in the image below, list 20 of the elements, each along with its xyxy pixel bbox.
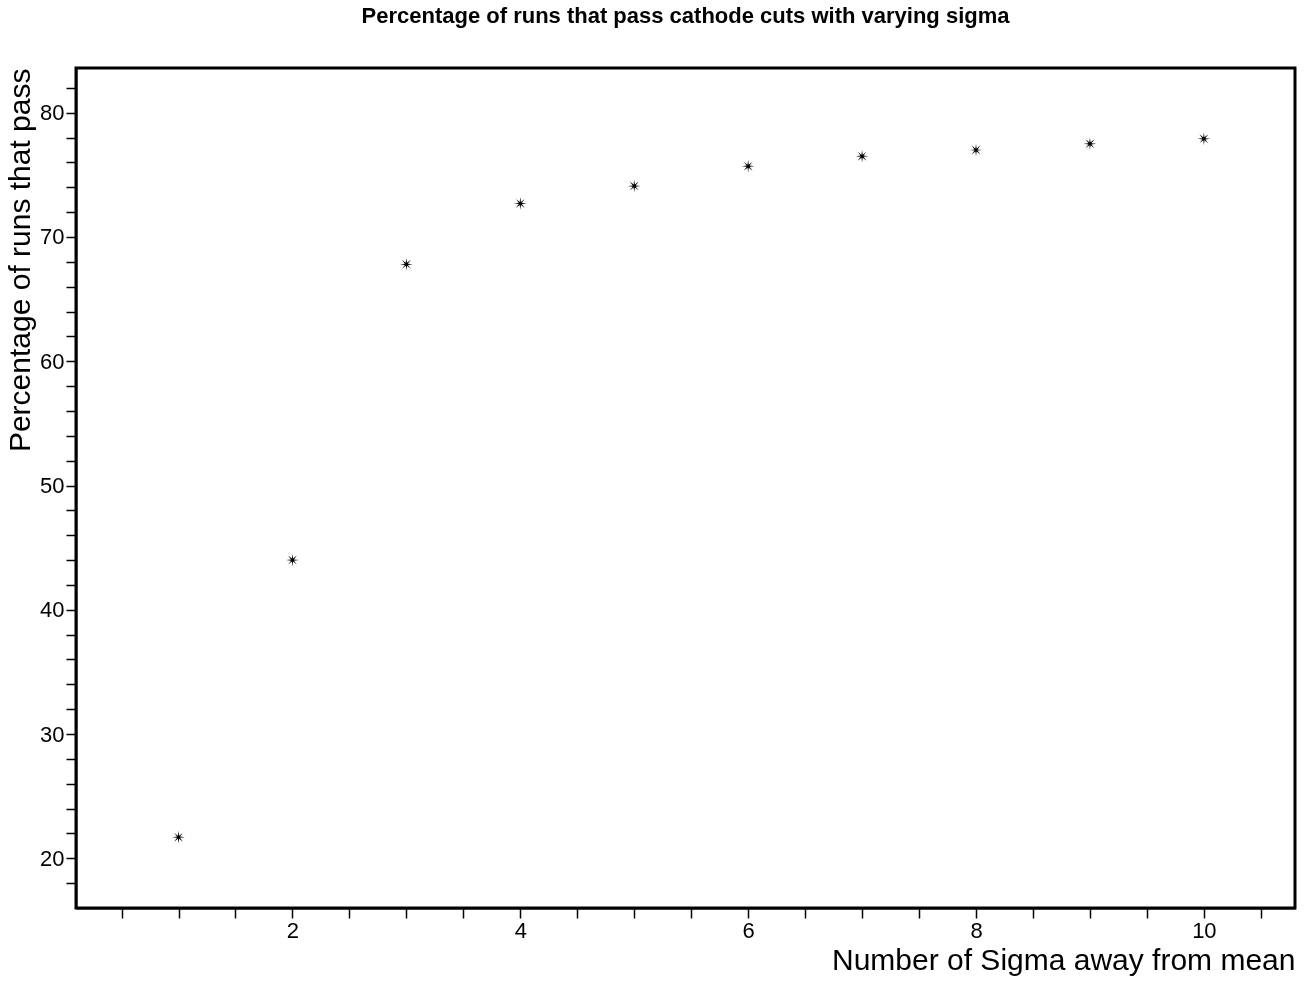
point — [513, 197, 527, 210]
y-axis-title: Percentage of runs that pass — [3, 68, 37, 453]
y-tick-label: 30 — [40, 721, 65, 747]
x-tick-label: 4 — [514, 917, 527, 943]
point — [172, 830, 185, 844]
point — [1197, 132, 1211, 146]
x-tick-label: 10 — [1192, 917, 1217, 943]
y-tick-label: 60 — [40, 348, 65, 374]
point — [400, 258, 413, 271]
y-tick-label: 50 — [40, 473, 65, 499]
x-axis-title: Number of Sigma away from mean — [831, 942, 1296, 976]
y-tick-label: 40 — [40, 597, 65, 623]
y-tick-label: 80 — [40, 100, 65, 126]
point — [627, 179, 641, 193]
x-tick-label: 2 — [286, 917, 300, 943]
y-tick-label: 70 — [40, 224, 65, 250]
y-tick-label: 20 — [40, 845, 65, 871]
chart-title: Percentage of runs that pass cathode cuts with varying sigma — [361, 3, 1011, 28]
x-tick-label: 6 — [742, 917, 755, 943]
x-tick-label: 8 — [970, 917, 983, 943]
